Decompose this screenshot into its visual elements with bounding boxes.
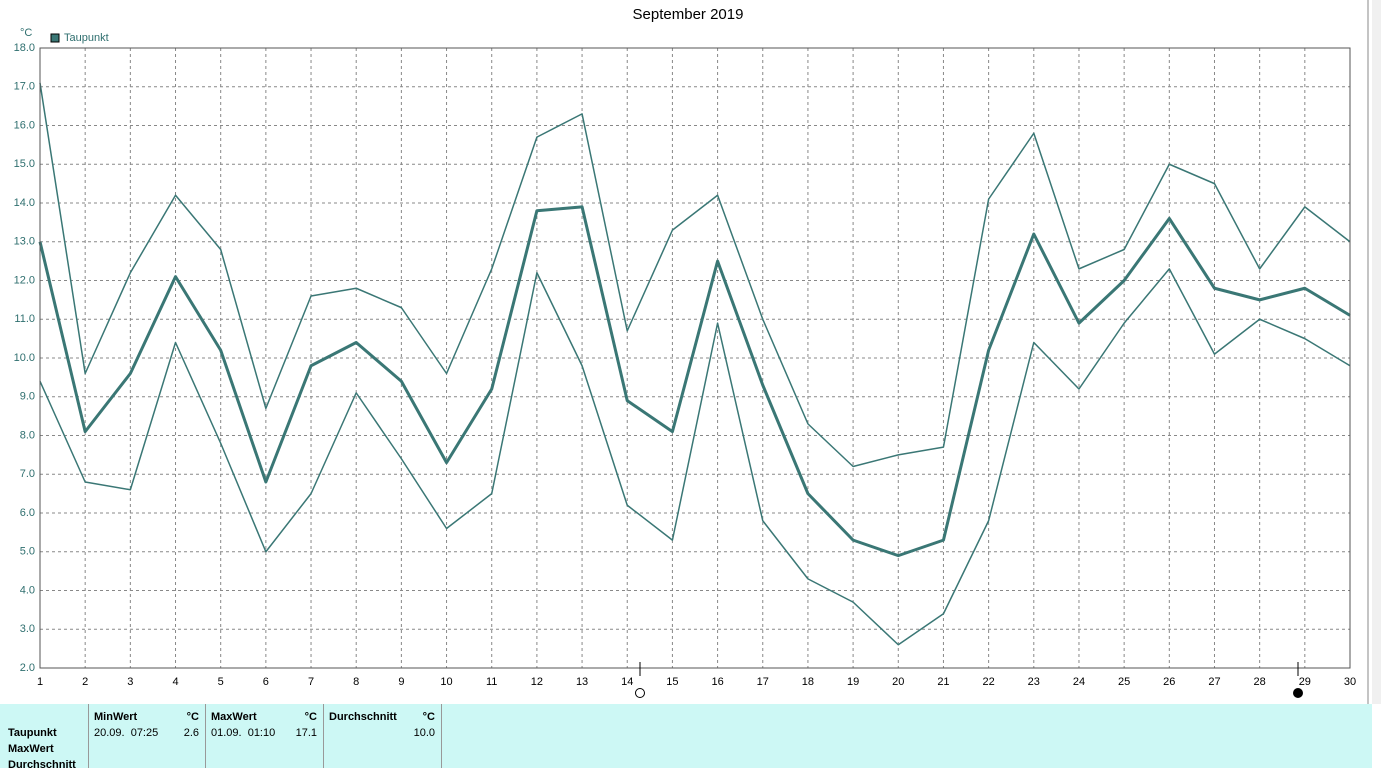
x-tick-label: 14 (621, 676, 633, 688)
value: 10.0 (413, 727, 435, 739)
x-tick-label: 10 (440, 676, 452, 688)
x-tick-label: 8 (353, 676, 359, 688)
x-tick-label: 11 (486, 676, 497, 688)
y-tick-label: 11.0 (14, 313, 35, 325)
y-tick-label: 13.0 (14, 236, 35, 248)
legend-swatch (50, 33, 60, 43)
x-tick-label: 7 (308, 676, 314, 688)
plot: 2.0 3.0 4.0 5.0 6.0 7.0 8.0 9.0 10.0 11.0 12.0 13.0… (14, 32, 1357, 688)
chart: September 2019 °C 2.0 3.0 4.0 5.0 6.0 7.0 8.0 9… (14, 0, 1381, 704)
series-line (38, 205, 1351, 558)
y-tick-label: 16.0 (14, 119, 35, 131)
y-tick-label: 10.0 (14, 352, 35, 364)
group-title: Durchschnitt (329, 711, 397, 723)
column-separator (205, 704, 206, 768)
x-tick-label: 26 (1163, 676, 1175, 688)
time: 20.09. 07:25 (94, 727, 159, 739)
x-tick-label: 30 (1344, 676, 1356, 688)
column-separator (441, 704, 442, 768)
x-tick-label: 24 (1073, 676, 1085, 688)
y-tick-label: 12.0 (14, 274, 35, 286)
series-line (39, 268, 1351, 646)
x-tick-label: 13 (576, 676, 588, 688)
x-tick-label: 29 (1299, 676, 1311, 688)
column-separator (88, 704, 89, 768)
row-label: Taupunkt (8, 727, 57, 739)
x-tick-label: 5 (218, 676, 224, 688)
row-label: Durchschnitt (8, 759, 76, 768)
x-tick-label: 17 (757, 676, 769, 688)
y-unit: °C (20, 27, 32, 39)
y-tick-label: 2.0 (20, 662, 35, 674)
x-tick-label: 27 (1208, 676, 1220, 688)
x-tick-label: 28 (1254, 676, 1266, 688)
value: 17.1 (295, 727, 317, 739)
x-tick-label: 9 (398, 676, 404, 688)
y-tick-label: 5.0 (20, 546, 35, 558)
x-tick-label: 18 (802, 676, 814, 688)
plot-frame (39, 47, 1351, 669)
x-tick-label: 3 (127, 676, 133, 688)
x-tick-label: 21 (937, 676, 949, 688)
y-tick-label: 7.0 (20, 468, 35, 480)
time: 01.09. 01:10 (211, 727, 276, 739)
x-tick-label: 4 (172, 676, 178, 688)
chart-title: September 2019 (633, 6, 744, 23)
y-tick-label: 17.0 (14, 81, 35, 93)
unit: °C (304, 711, 317, 723)
full-moon-icon (1293, 688, 1303, 698)
summary-table: Taupunkt MaxWert Durchschnitt MinWert °C 20.0… (0, 704, 1372, 768)
y-tick-label: 15.0 (14, 158, 35, 170)
y-tick-label: 8.0 (20, 429, 35, 441)
x-tick-label: 19 (847, 676, 859, 688)
y-tick-label: 6.0 (20, 507, 35, 519)
side-panel (1372, 0, 1381, 704)
x-tick-label: 22 (982, 676, 994, 688)
x-tick-label: 16 (711, 676, 723, 688)
y-tick-label: 3.0 (20, 623, 35, 635)
x-tick-label: 2 (82, 676, 88, 688)
x-tick-label: 25 (1118, 676, 1130, 688)
new-moon-icon (635, 688, 645, 698)
row-label: MaxWert (8, 743, 54, 755)
y-tick-label: 4.0 (20, 584, 35, 596)
x-tick-label: 15 (666, 676, 678, 688)
y-tick-label: 9.0 (20, 391, 35, 403)
value: 2.6 (183, 727, 199, 739)
x-tick-label: 23 (1028, 676, 1040, 688)
series-line (39, 82, 1351, 468)
y-tick-label: 18.0 (14, 42, 35, 54)
x-tick-label: 6 (263, 676, 269, 688)
unit: °C (186, 711, 199, 723)
unit: °C (422, 711, 435, 723)
column-separator (323, 704, 324, 768)
x-tick-label: 1 (37, 676, 43, 688)
group-title: MinWert (94, 711, 138, 723)
legend-label: Taupunkt (64, 32, 109, 44)
x-tick-label: 20 (892, 676, 904, 688)
x-tick-label: 12 (531, 676, 543, 688)
y-tick-label: 14.0 (14, 197, 35, 209)
group-title: MaxWert (211, 711, 257, 723)
